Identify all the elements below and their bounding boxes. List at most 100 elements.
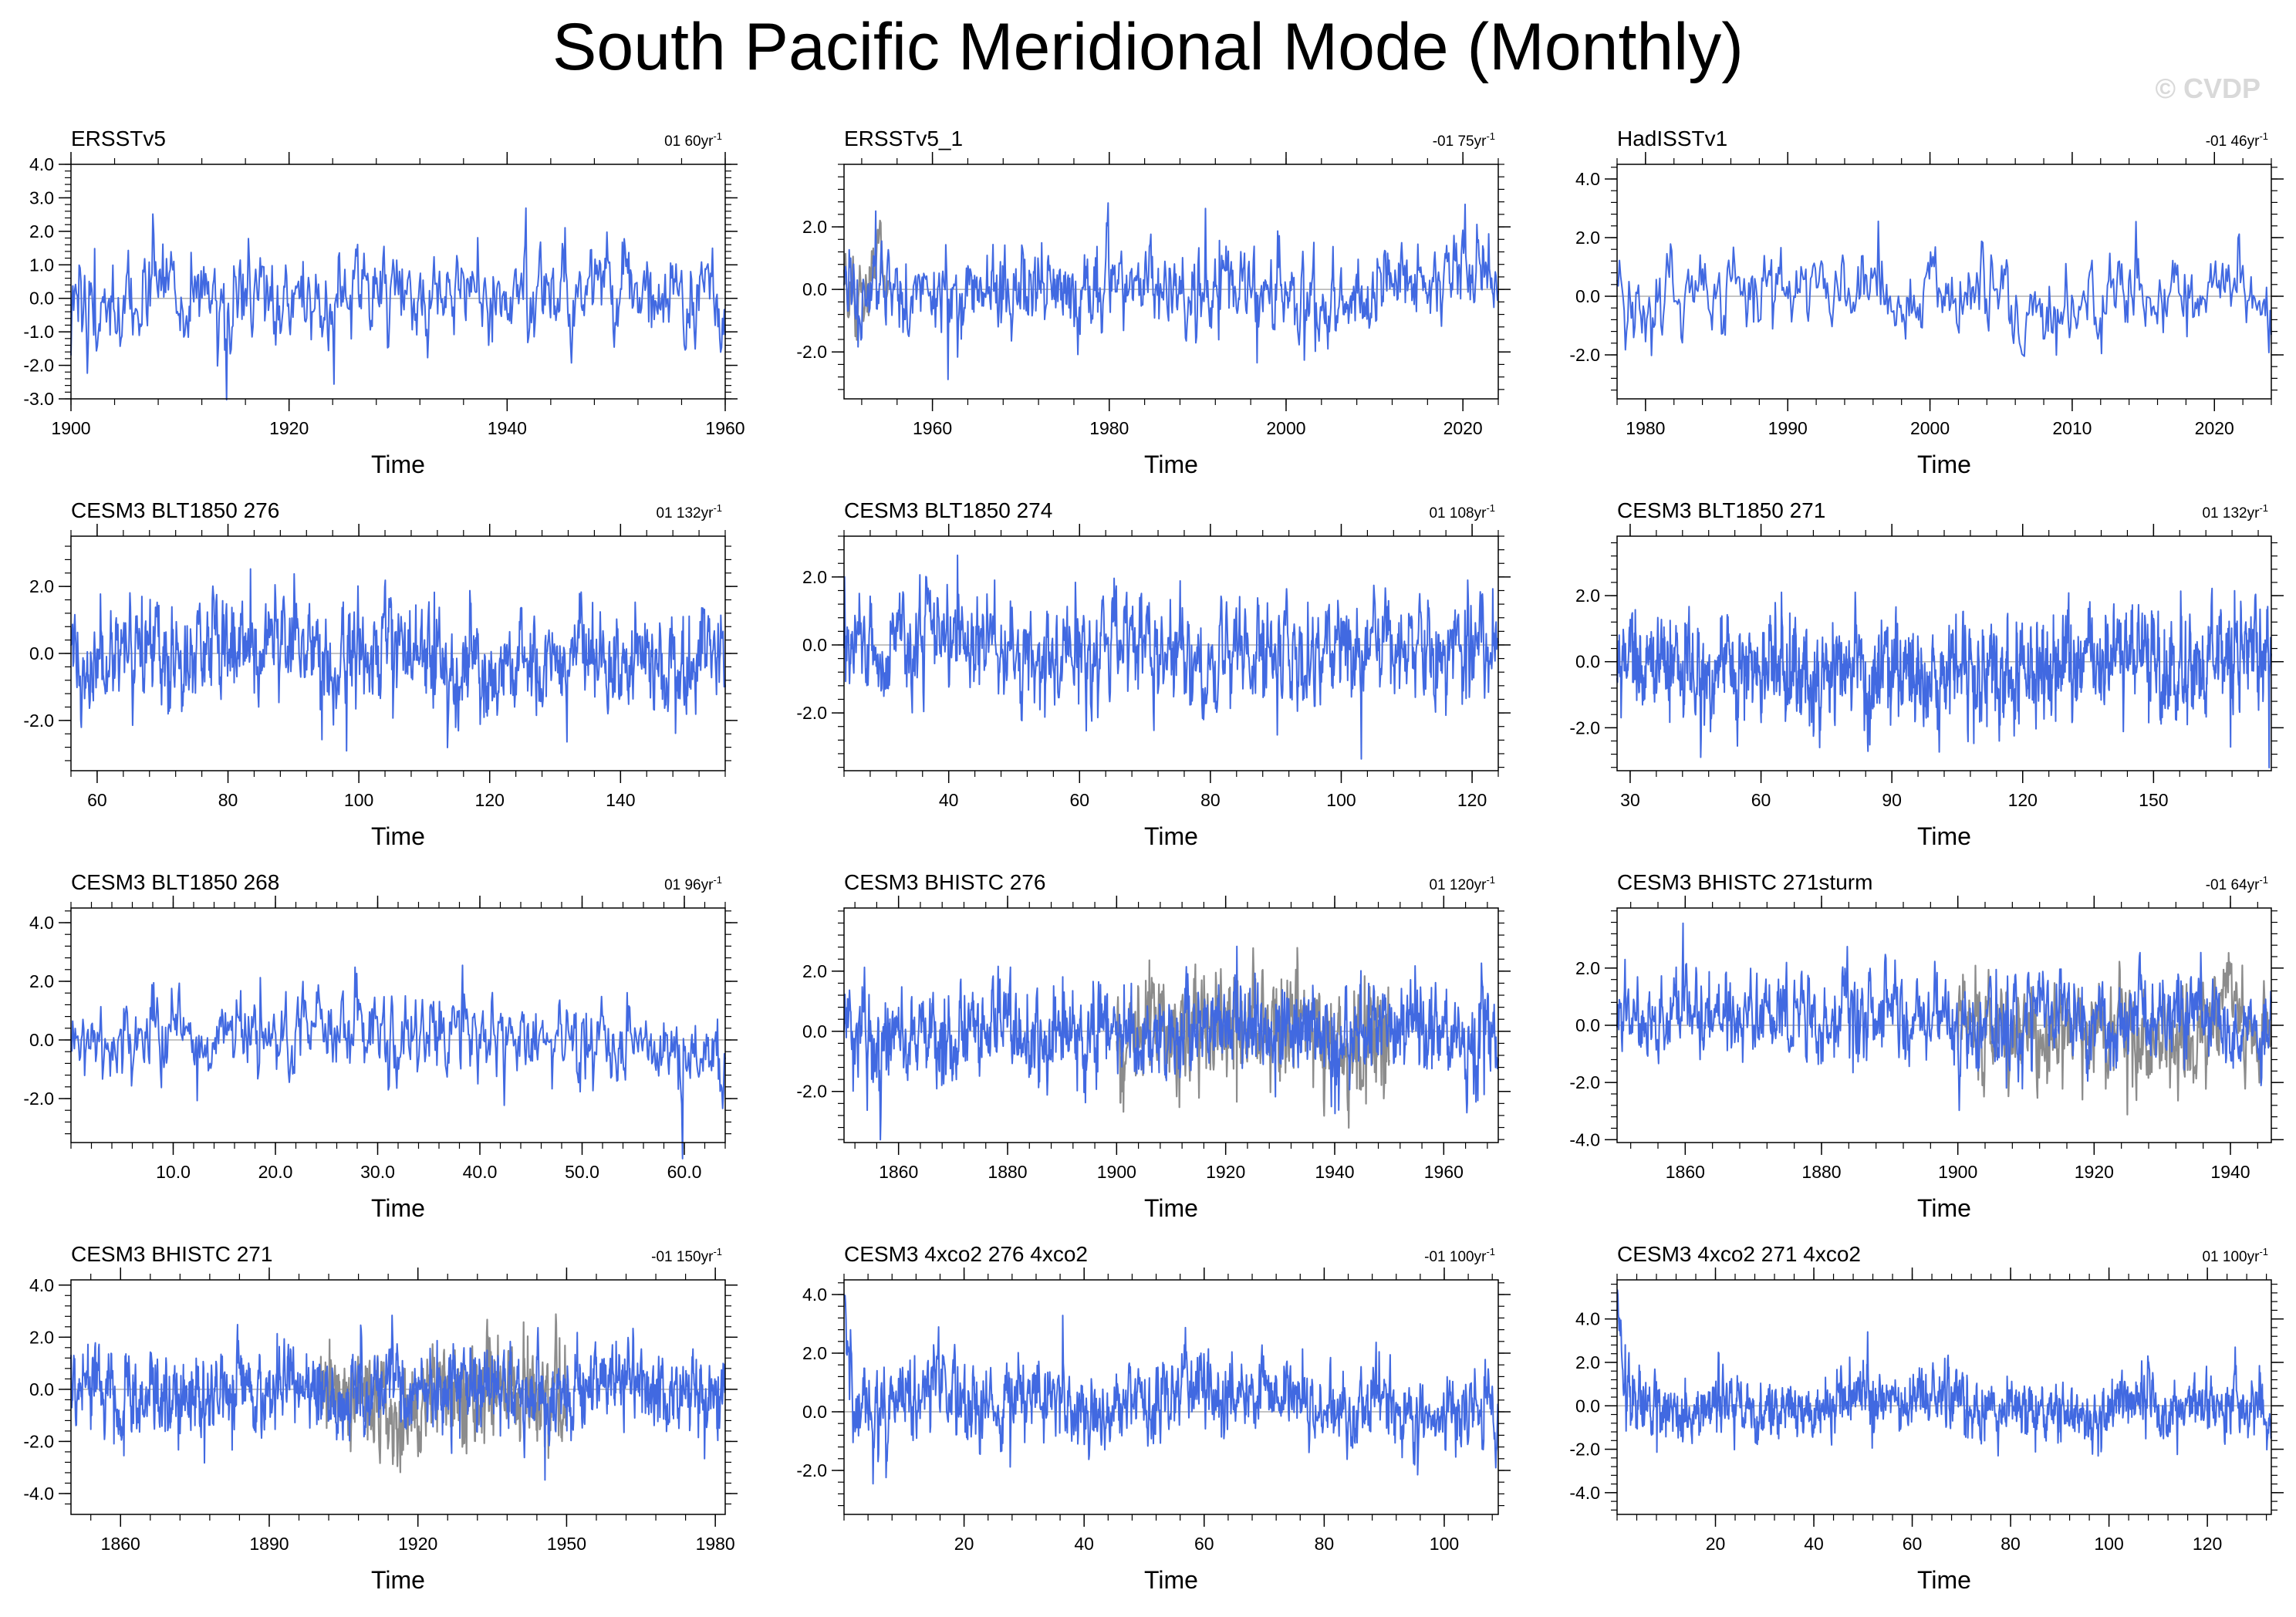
x-tick-label: 100	[1326, 790, 1356, 810]
x-tick-label: 1920	[269, 418, 309, 438]
x-tick-label: 80	[218, 790, 238, 810]
series-line-primary	[70, 1315, 726, 1481]
panel-title: ERSSTv5_1	[844, 127, 963, 150]
y-tick-label: 2.0	[1575, 228, 1600, 248]
x-tick-label: 120	[475, 790, 505, 810]
x-tick-label: 1980	[696, 1534, 735, 1554]
x-tick-label: 1960	[1424, 1162, 1464, 1182]
panel-title: CESM3 BHISTC 276	[844, 870, 1045, 894]
x-tick-label: 90	[1882, 790, 1902, 810]
y-tick-label: 0.0	[802, 1402, 827, 1422]
y-tick-label: 2.0	[802, 1343, 827, 1363]
chart-panel-2: ERSSTv5_1 -01 75yr-1 1960 1980 2000 2020 -2.0 0…	[796, 127, 1511, 478]
x-tick-label: 1860	[879, 1162, 918, 1182]
x-axis-label: Time	[1144, 451, 1198, 478]
x-tick-label: 120	[2008, 790, 2038, 810]
trend-label: -01 64yr-1	[2206, 874, 2268, 893]
chart-panel-5: CESM3 BLT1850 274 01 108yr-1 40 60 80 100 120 -…	[796, 498, 1511, 850]
panel-title: CESM3 4xco2 276 4xco2	[844, 1242, 1088, 1266]
x-tick-label: 2010	[2052, 418, 2092, 438]
x-tick-label: 80	[1200, 790, 1221, 810]
x-tick-label: 60.0	[667, 1162, 702, 1182]
x-axis-label: Time	[1144, 1194, 1198, 1222]
y-tick-label: -2.0	[23, 356, 54, 376]
x-tick-label: 1960	[913, 418, 952, 438]
trend-label: -01 100yr-1	[1424, 1246, 1495, 1265]
y-tick-label: -1.0	[23, 322, 54, 342]
x-axis-label: Time	[1917, 1194, 1971, 1222]
x-tick-label: 1900	[1938, 1162, 1977, 1182]
x-tick-label: 80	[2001, 1534, 2021, 1554]
trend-exponent: -1	[713, 874, 722, 886]
y-tick-label: -4.0	[23, 1484, 54, 1504]
x-axis-label: Time	[371, 822, 425, 850]
x-tick-label: 1980	[1089, 418, 1129, 438]
y-tick-label: -2.0	[796, 703, 827, 723]
series-line-primary	[70, 964, 726, 1160]
x-tick-label: 1890	[249, 1534, 289, 1554]
x-tick-label: 40	[939, 790, 959, 810]
plot-frame	[843, 907, 1499, 1143]
plot-frame	[843, 535, 1499, 771]
trend-exponent: -1	[713, 502, 722, 514]
trend-label: -01 75yr-1	[1433, 130, 1495, 150]
x-axis-label: Time	[371, 451, 425, 478]
trend-label: 01 108yr-1	[1429, 502, 1495, 522]
x-tick-label: 40	[1074, 1534, 1094, 1554]
plot-frame	[70, 1279, 726, 1515]
y-tick-label: -2.0	[796, 1082, 827, 1102]
trend-label: 01 120yr-1	[1429, 874, 1495, 893]
panel-title: CESM3 4xco2 271 4xco2	[1617, 1242, 1861, 1266]
y-tick-label: 0.0	[29, 1030, 54, 1050]
x-tick-label: 1920	[398, 1534, 437, 1554]
x-tick-label: 1990	[1768, 418, 1808, 438]
x-tick-label: 20	[954, 1534, 974, 1554]
y-tick-label: 0.0	[1575, 1015, 1600, 1035]
x-axis-label: Time	[371, 1566, 425, 1594]
y-tick-label: 4.0	[29, 154, 54, 174]
panel-title: CESM3 BHISTC 271sturm	[1617, 870, 1872, 894]
x-tick-label: 60	[1069, 790, 1089, 810]
x-tick-label: 1980	[1626, 418, 1665, 438]
series-line-primary	[843, 202, 1499, 380]
panel-title: HadISSTv1	[1617, 127, 1727, 150]
y-tick-label: -2.0	[796, 1460, 827, 1480]
series-line-primary	[843, 945, 1499, 1141]
trend-exponent: -1	[1486, 874, 1495, 886]
series-line-primary	[843, 554, 1499, 760]
x-tick-label: 1860	[101, 1534, 140, 1554]
plot-frame	[70, 164, 726, 400]
y-tick-label: 2.0	[29, 1327, 54, 1347]
x-tick-label: 20.0	[258, 1162, 293, 1182]
y-tick-label: 4.0	[29, 913, 54, 933]
x-axis-label: Time	[1917, 822, 1971, 850]
x-tick-label: 60	[87, 790, 107, 810]
y-tick-label: -2.0	[1569, 1072, 1600, 1092]
plot-frame	[1616, 164, 2272, 400]
watermark: © CVDP	[2155, 73, 2261, 104]
x-tick-label: 100	[344, 790, 373, 810]
y-tick-label: 0.0	[29, 643, 54, 663]
x-tick-label: 1900	[51, 418, 90, 438]
x-axis-label: Time	[1917, 1566, 1971, 1594]
x-tick-label: 1880	[1801, 1162, 1841, 1182]
x-tick-label: 1940	[488, 418, 527, 438]
y-tick-label: -3.0	[23, 389, 54, 409]
chart-panel-12: CESM3 4xco2 271 4xco2 01 100yr-1 20 40 60 80 1…	[1569, 1242, 2284, 1594]
y-tick-label: 4.0	[1575, 1309, 1600, 1329]
chart-panel-8: CESM3 BHISTC 276 01 120yr-1 1860 1880 1900 19…	[796, 870, 1511, 1222]
x-tick-label: 1950	[547, 1534, 586, 1554]
panel-title: CESM3 BLT1850 274	[844, 498, 1052, 522]
x-tick-label: 60	[1194, 1534, 1214, 1554]
trend-label: 01 96yr-1	[664, 874, 722, 893]
trend-exponent: -1	[1486, 1246, 1495, 1257]
x-tick-label: 60	[1903, 1534, 1923, 1554]
panel-title: ERSSTv5	[71, 127, 166, 150]
trend-label: -01 150yr-1	[651, 1246, 722, 1265]
x-tick-label: 1920	[2075, 1162, 2114, 1182]
y-tick-label: 0.0	[1575, 652, 1600, 672]
y-tick-label: -2.0	[796, 342, 827, 362]
y-tick-label: 2.0	[29, 971, 54, 991]
